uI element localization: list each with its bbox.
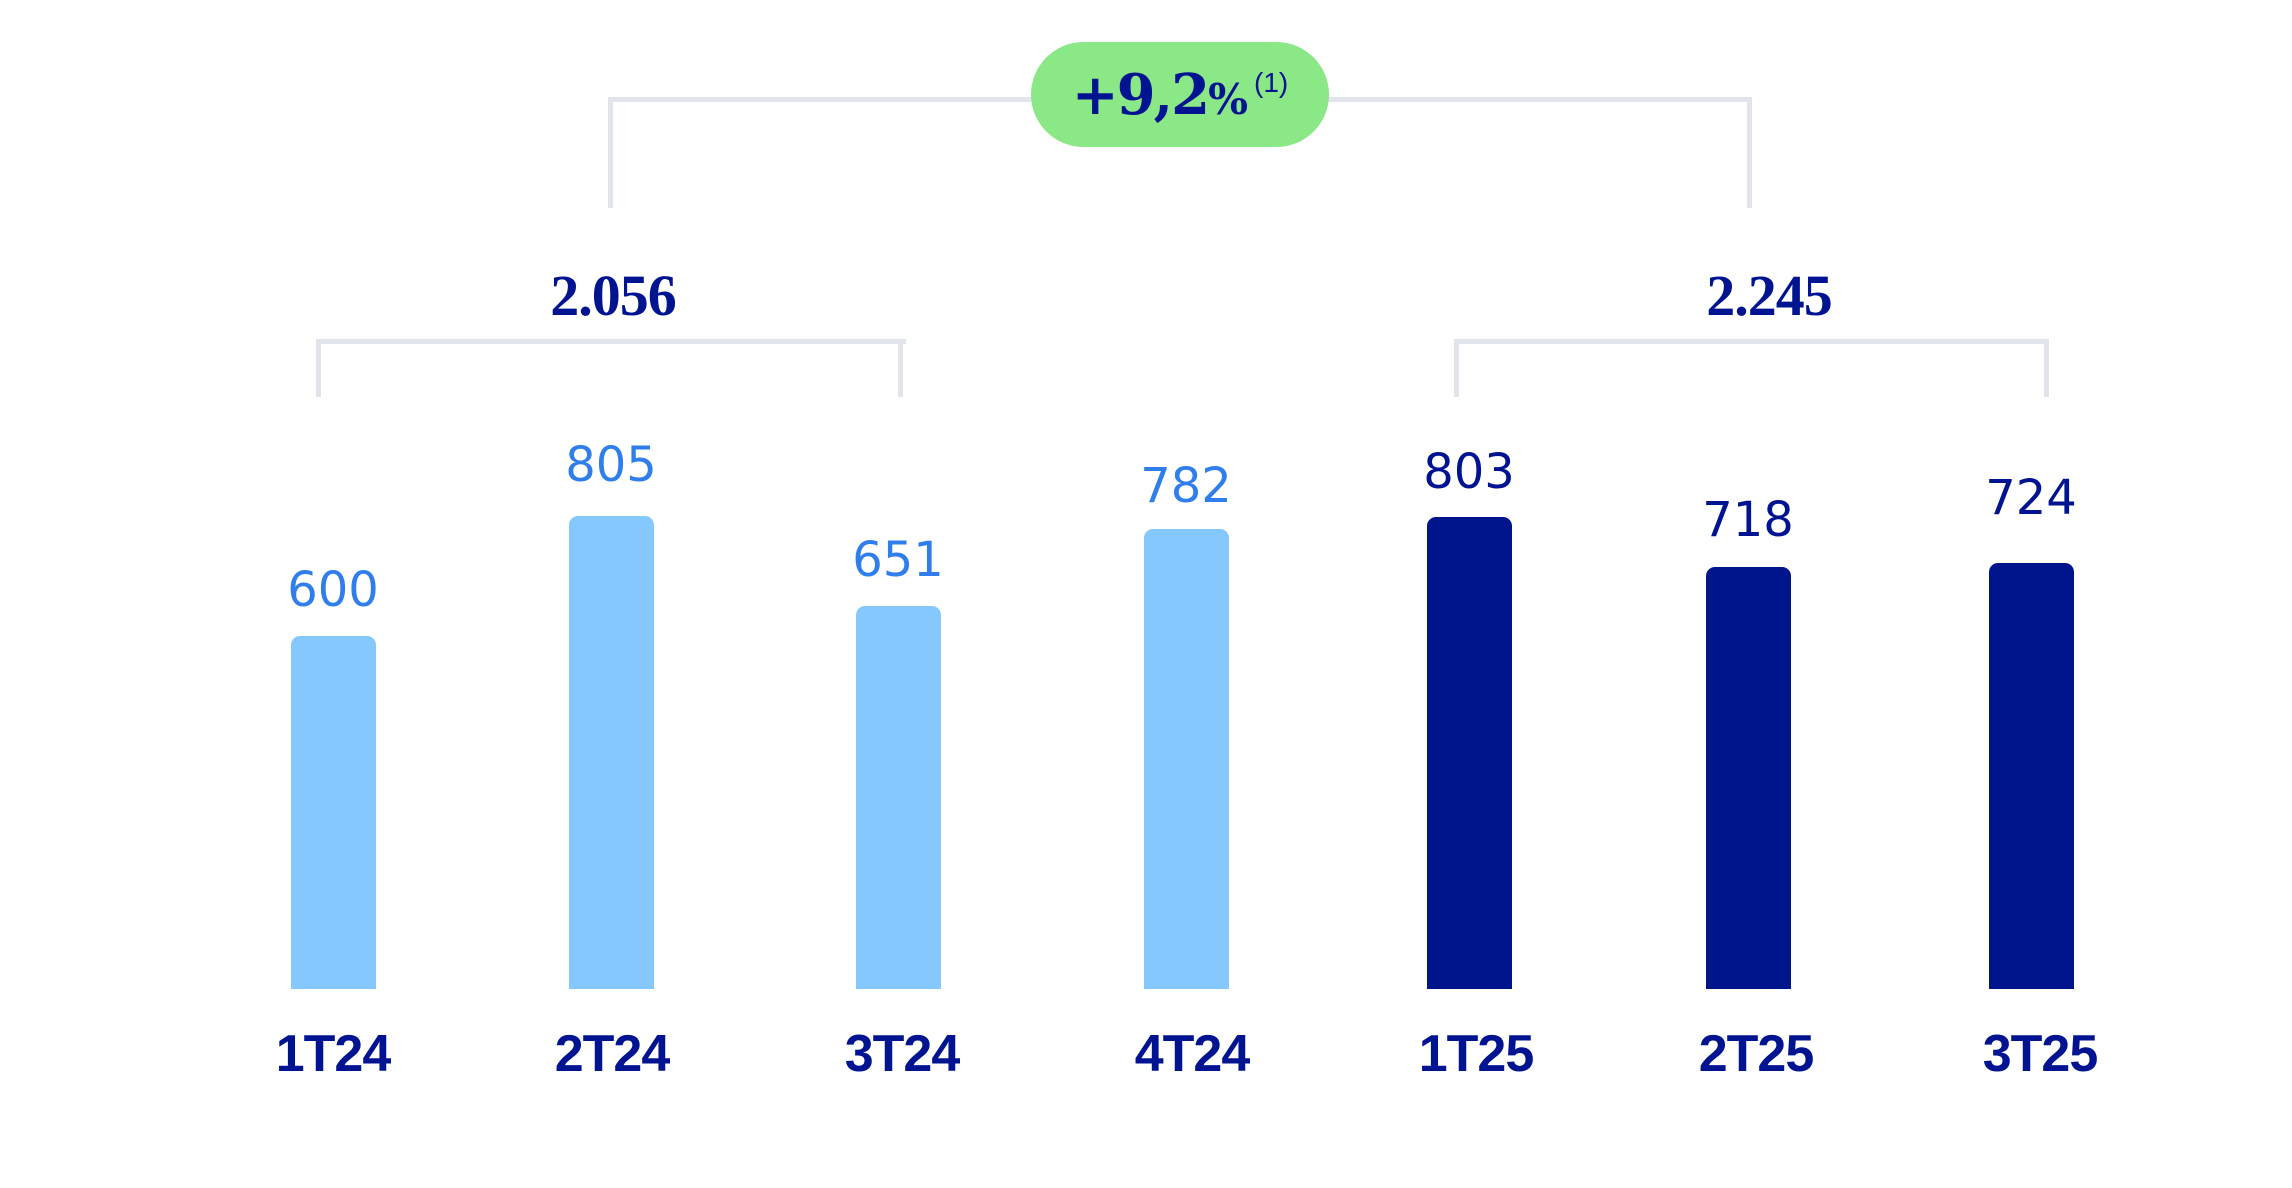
bar-1T25 (1427, 517, 1512, 989)
bar-4T24 (1144, 529, 1229, 989)
x-label-2T24: 2T24 (554, 1025, 671, 1083)
x-label-3T24: 3T24 (844, 1025, 961, 1083)
value-label-4T24: 782 (1140, 458, 1232, 514)
right-bracket-right (2044, 339, 2049, 397)
right-bracket-horizontal (1454, 339, 2049, 344)
value-label-2T25: 718 (1702, 492, 1794, 548)
group-total-2024: 2.056 (550, 263, 677, 328)
left-bracket-right (898, 339, 903, 397)
left-bracket-left (316, 339, 321, 397)
top-bracket-right (1747, 97, 1752, 208)
growth-badge: +9,2% (1) (1031, 42, 1329, 147)
bar-2T25 (1706, 567, 1791, 989)
bar-3T24 (856, 606, 941, 989)
growth-value: +9,2% (1071, 61, 1248, 128)
x-label-3T25: 3T25 (1982, 1025, 2099, 1083)
bar-2T24 (569, 516, 654, 989)
left-bracket-horizontal (316, 339, 906, 344)
footnote-marker: (1) (1254, 66, 1289, 98)
value-label-1T25: 803 (1423, 444, 1515, 500)
top-bracket-left (608, 97, 613, 208)
bar-1T24 (291, 636, 376, 989)
value-label-3T24: 651 (852, 532, 944, 588)
x-label-4T24: 4T24 (1134, 1025, 1251, 1083)
value-label-2T24: 805 (565, 437, 657, 493)
x-label-2T25: 2T25 (1698, 1025, 1815, 1083)
x-label-1T24: 1T24 (275, 1025, 392, 1083)
x-label-1T25: 1T25 (1418, 1025, 1535, 1083)
bar-3T25 (1989, 563, 2074, 989)
group-total-2025: 2.245 (1706, 263, 1833, 328)
value-label-3T25: 724 (1985, 470, 2077, 526)
right-bracket-left (1454, 339, 1459, 397)
value-label-1T24: 600 (287, 562, 379, 618)
